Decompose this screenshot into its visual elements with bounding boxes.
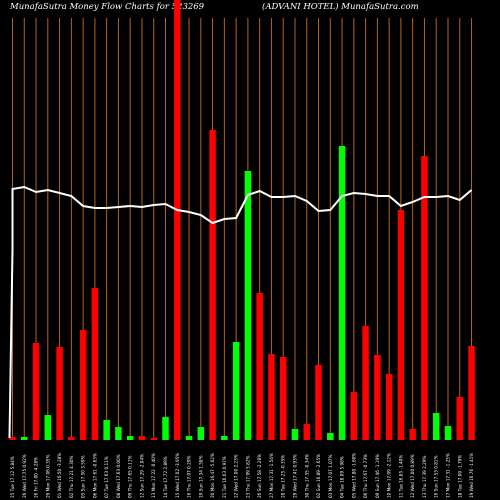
flow-bar [174, 0, 181, 440]
x-tick-label: 06 Thu 17.67 -0.73% [363, 454, 368, 498]
x-tick-label: 09 Sun 17.46 -1.19% [375, 454, 380, 498]
x-tick-label: 19 Sun 17.34 1.58% [198, 455, 203, 498]
flow-bar [91, 288, 99, 440]
x-tick-label: 25 Tue 17.12 5.84% [10, 456, 15, 498]
x-tick-label: 10 Mon 17.09 -2.12% [387, 453, 392, 498]
x-tick-label: 26 Wed 17.75 0.92% [22, 454, 27, 498]
flow-bar [468, 346, 475, 440]
flow-bar [221, 436, 228, 440]
flow-bar [138, 436, 146, 440]
x-tick-label: 26 Sun 17.58 -2.28% [257, 454, 262, 498]
chart-title-right: (ADVANI HOTEL) MunafaSutra.com [262, 2, 419, 12]
flow-bar [244, 171, 252, 440]
flow-bar [32, 343, 40, 440]
x-tick-label: 23 Thu 17.99 5.82% [245, 456, 250, 498]
flow-bar [162, 417, 169, 440]
x-tick-label: 16 Thu 17.07 0.29% [187, 456, 192, 498]
flow-bar [209, 130, 216, 440]
x-tick-label: 30 Thu 17.35 -0.34% [304, 454, 309, 498]
x-tick-label: 12 Wed 17.00 0.89% [410, 454, 415, 498]
flow-bar [421, 156, 428, 440]
x-tick-label: 05 Sun 17.50 3.59% [81, 455, 86, 498]
flow-bar [303, 424, 310, 440]
x-tick-label: 22 Wed 17.00 2.23% [234, 454, 239, 498]
x-tick-label: 12 Sun 17.29 -2.04% [139, 454, 144, 498]
x-tick-label: 05 Wed 17.80 -1.60% [351, 453, 356, 498]
flow-bar [409, 429, 416, 440]
flow-bar [21, 437, 28, 440]
flow-bar [44, 415, 52, 440]
x-tick-label: 02 Sun 16.89 -2.65% [316, 454, 321, 498]
flow-bar [126, 436, 134, 440]
x-tick-label: 09 Thu 17.65 0.11% [128, 456, 133, 498]
flow-bar [374, 355, 381, 440]
flow-bar [385, 374, 393, 440]
x-tick-label: 08 Wed 17.63 0.00% [116, 454, 121, 498]
flow-bar [338, 146, 346, 440]
x-tick-label: 16 Sun 17.53 0.81% [434, 455, 439, 498]
flow-bar [256, 293, 263, 440]
x-tick-label: 07 Tue 17.63 0.11% [104, 456, 109, 498]
x-tick-label: 04 Tue 18.09 5.98% [340, 456, 345, 498]
x-tick-label: 27 Mon 17.31 -1.54% [269, 453, 274, 498]
chart-title-left: MunafaSutra Money Flow Charts for 523269 [10, 2, 205, 12]
x-tick-label: 06 Mon 17.61 -0.63% [92, 453, 97, 498]
x-tick-label: 21 Tue 16.63 0.97% [222, 456, 227, 498]
flow-bar [327, 433, 334, 440]
flow-bar [456, 397, 464, 440]
flow-bar [279, 357, 287, 440]
x-tick-label: 03 Mon 17.07 1.07% [328, 455, 333, 498]
flow-bar [291, 429, 299, 440]
x-tick-label: 13 Thu 17.39 2.29% [422, 456, 427, 498]
x-tick-label: 13 Mon 17.22 -0.40% [151, 453, 156, 498]
x-tick-label: 19 Wed 16.76 -1.41% [469, 453, 474, 498]
x-tick-label: 29 Mon 17.06 0.35% [45, 455, 50, 498]
flow-bar [56, 347, 63, 440]
flow-bar [115, 427, 122, 440]
x-tick-label: 15 Wed 17.02 -3.95% [175, 453, 180, 498]
x-tick-label: 02 Thu 17.21 4.30% [69, 456, 74, 498]
flow-bar [315, 365, 322, 440]
flow-bar [432, 413, 440, 440]
flow-bar [350, 392, 358, 440]
flow-bar [68, 437, 75, 440]
x-tick-label: 26 Fri 17.00 -4.28% [34, 457, 39, 498]
x-tick-label: 18 Tue 17.00 -1.79% [457, 455, 462, 498]
flow-bar [185, 436, 193, 440]
flow-bar [268, 354, 275, 440]
flow-bar [444, 426, 452, 440]
x-tick-label: 29 Wed 17.41 0.93% [292, 454, 297, 498]
flow-bar [362, 326, 369, 440]
x-tick-label: 14 Tue 17.72 2.89% [163, 456, 168, 498]
price-line [8, 185, 473, 439]
flow-bar [79, 330, 87, 440]
x-tick-label: 01 Wed 16.50 -3.28% [57, 453, 62, 498]
x-tick-label: 11 Tue 16.85 -1.40% [398, 455, 403, 498]
flow-bar [397, 210, 405, 440]
flow-bar [150, 438, 157, 440]
x-tick-label: 28 Tue 17.25 -0.35% [281, 455, 286, 498]
flow-bar [103, 420, 110, 440]
flow-bar [232, 342, 240, 440]
flow-bar [197, 427, 205, 440]
x-tick-label: 17 Mon 17.31 -1.25% [445, 453, 450, 498]
x-tick-label: 20 Mon 16.47 -5.02% [210, 453, 215, 498]
flow-bar [9, 437, 16, 440]
